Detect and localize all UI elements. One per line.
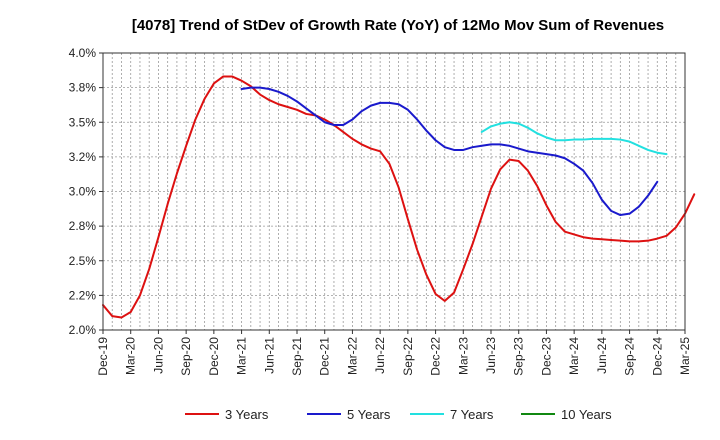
x-tick-label: Sep-23 xyxy=(512,337,526,376)
x-axis: Dec-19 Mar-20 Jun-20 Sep-20 Dec-20 Mar-21 Jun-… xyxy=(96,330,692,376)
y-tick-label: 3.2% xyxy=(69,150,97,164)
legend-label: 10 Years xyxy=(561,407,612,422)
y-axis: 2.0% 2.2% 2.5% 2.8% 3.0% 3.2% 3.5% 3.8% 4.0% xyxy=(69,46,103,337)
x-tick-label: Mar-20 xyxy=(124,337,138,375)
x-tick-label: Sep-24 xyxy=(623,337,637,376)
y-tick-label: 2.8% xyxy=(69,219,97,233)
x-tick-label: Mar-22 xyxy=(345,337,359,375)
x-tick-label: Mar-23 xyxy=(456,337,470,375)
y-tick-label: 4.0% xyxy=(69,46,97,60)
x-tick-label: Mar-25 xyxy=(678,337,692,375)
x-tick-label: Dec-21 xyxy=(318,337,332,376)
x-tick-label: Jun-20 xyxy=(151,337,165,374)
legend-label: 5 Years xyxy=(347,407,391,422)
x-tick-label: Dec-24 xyxy=(650,337,664,376)
y-tick-label: 3.0% xyxy=(69,185,97,199)
x-tick-label: Dec-23 xyxy=(539,337,553,376)
y-tick-label: 3.5% xyxy=(69,115,97,129)
x-tick-label: Dec-20 xyxy=(207,337,221,376)
x-tick-label: Jun-21 xyxy=(262,337,276,374)
x-tick-label: Jun-23 xyxy=(484,337,498,374)
y-tick-label: 2.2% xyxy=(69,288,97,302)
y-tick-label: 2.0% xyxy=(69,323,97,337)
legend-label: 7 Years xyxy=(450,407,494,422)
x-tick-label: Dec-22 xyxy=(429,337,443,376)
grid xyxy=(103,53,685,330)
chart-title: [4078] Trend of StDev of Growth Rate (Yo… xyxy=(132,17,664,34)
series-line-7-years xyxy=(480,121,668,156)
x-tick-label: Sep-22 xyxy=(401,337,415,376)
x-tick-label: Mar-21 xyxy=(235,337,249,375)
x-tick-label: Sep-20 xyxy=(179,337,193,376)
x-tick-label: Jun-22 xyxy=(373,337,387,374)
series-line-5-years xyxy=(240,86,659,217)
legend-label: 3 Years xyxy=(225,407,269,422)
series-line-3-years xyxy=(102,75,696,319)
y-tick-label: 3.8% xyxy=(69,81,97,95)
plot-frame xyxy=(102,52,686,331)
x-tick-label: Sep-21 xyxy=(290,337,304,376)
x-tick-label: Dec-19 xyxy=(96,337,110,376)
y-tick-label: 2.5% xyxy=(69,254,97,268)
x-tick-label: Mar-24 xyxy=(567,337,581,375)
x-tick-label: Jun-24 xyxy=(595,337,609,374)
legend: 3 Years 5 Years 7 Years 10 Years xyxy=(185,407,612,422)
plot-area xyxy=(102,75,696,319)
